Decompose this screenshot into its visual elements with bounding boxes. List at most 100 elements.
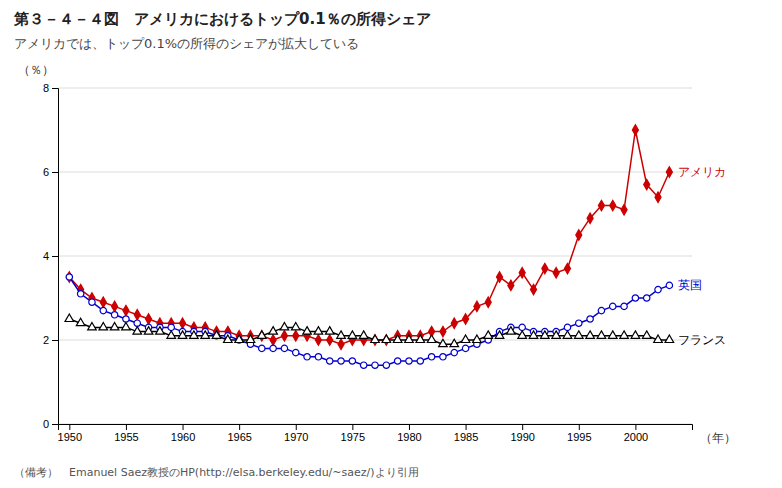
series-point xyxy=(655,192,661,203)
y-tick: 8 xyxy=(43,82,58,94)
series-point xyxy=(167,331,176,338)
x-tick-mark xyxy=(296,424,297,430)
series-point xyxy=(519,324,525,330)
y-tick-mark xyxy=(52,88,58,89)
x-tick-mark xyxy=(69,424,70,430)
series-point xyxy=(123,305,129,316)
series-point xyxy=(280,322,289,329)
series-point xyxy=(644,295,650,301)
series-point xyxy=(156,327,165,334)
series-point xyxy=(632,295,638,301)
x-tick-label: 1975 xyxy=(341,431,365,443)
series-point xyxy=(303,327,312,334)
x-tick-mark xyxy=(579,424,580,430)
series-point xyxy=(348,331,357,338)
series-point xyxy=(337,331,346,338)
series-point xyxy=(144,327,153,334)
series-point xyxy=(246,335,255,342)
series-point xyxy=(621,303,627,309)
y-axis-label: （％） xyxy=(18,63,54,77)
series-labels: アメリカ英国フランス xyxy=(678,165,726,347)
series-point xyxy=(382,335,391,342)
y-tick: 6 xyxy=(43,166,58,178)
x-axis-label: （年） xyxy=(700,431,736,445)
x-tick-mark xyxy=(183,424,184,430)
series-point xyxy=(179,318,185,329)
x-tick: 1980 xyxy=(397,424,421,443)
series-point xyxy=(257,331,266,338)
x-tick: 1985 xyxy=(454,424,478,443)
x-tick-label: 1970 xyxy=(284,431,308,443)
series-point xyxy=(304,354,310,360)
series-point xyxy=(508,280,514,291)
series-point xyxy=(610,303,616,309)
x-tick-label: 1965 xyxy=(227,431,251,443)
x-tick-label: 1980 xyxy=(397,431,421,443)
series-point xyxy=(405,335,414,342)
x-tick: 2000 xyxy=(624,424,648,443)
series-point xyxy=(642,331,651,338)
series-point xyxy=(631,331,640,338)
x-tick: 1975 xyxy=(341,424,365,443)
x-tick: 1995 xyxy=(567,424,591,443)
series-point xyxy=(327,335,333,346)
series-point xyxy=(315,354,321,360)
series-point xyxy=(190,331,199,338)
x-tick-label: 2000 xyxy=(624,431,648,443)
y-tick: 0 xyxy=(43,418,58,430)
series-point xyxy=(77,291,83,297)
y-tick-label: 2 xyxy=(43,334,49,346)
series-point xyxy=(259,345,265,351)
y-tick-label: 8 xyxy=(43,82,49,94)
series-point xyxy=(168,324,174,330)
y-tick: 4 xyxy=(43,250,58,262)
series-point xyxy=(621,205,627,216)
series-point xyxy=(327,358,333,364)
x-tick-label: 1950 xyxy=(58,431,82,443)
x-tick-mark xyxy=(126,424,127,430)
series-point xyxy=(541,331,550,338)
x-tick-mark xyxy=(466,424,467,430)
footnote: （備考） Emanuel Saez教授のHP(http://elsa.berke… xyxy=(14,466,419,479)
series-point xyxy=(201,331,210,338)
y-tick-mark xyxy=(52,256,58,257)
series-point xyxy=(417,358,423,364)
series-point xyxy=(394,358,400,364)
series-point xyxy=(485,297,491,308)
series-point xyxy=(666,167,672,178)
x-tick: 1950 xyxy=(58,424,82,443)
series-point xyxy=(576,230,582,241)
series-point xyxy=(587,213,593,224)
plot: 1950195519601965197019751980198519901995… xyxy=(18,63,736,445)
series-point xyxy=(655,286,661,292)
x-tick: 1970 xyxy=(284,424,308,443)
series-point xyxy=(371,335,380,342)
x-tick-label: 1960 xyxy=(171,431,195,443)
series-point xyxy=(461,335,470,342)
series-point xyxy=(529,331,538,338)
series-point xyxy=(564,263,570,274)
y-tick-label: 6 xyxy=(43,166,49,178)
series-point xyxy=(610,200,616,211)
series-point xyxy=(665,335,674,342)
series-point xyxy=(359,331,368,338)
y-tick-label: 4 xyxy=(43,250,49,262)
series-point xyxy=(507,327,516,334)
series-point xyxy=(65,314,74,321)
series-point xyxy=(325,327,334,334)
series-point xyxy=(178,331,187,338)
series-point xyxy=(270,345,276,351)
series-point xyxy=(654,335,663,342)
x-axis-line xyxy=(59,425,693,431)
y-tick-mark xyxy=(52,424,58,425)
series-point xyxy=(393,335,402,342)
series-point xyxy=(293,349,299,355)
series-point xyxy=(530,284,536,295)
series-point xyxy=(587,316,593,322)
series-point xyxy=(338,358,344,364)
series-point xyxy=(146,314,152,325)
series-point xyxy=(122,322,131,329)
series-point xyxy=(416,335,425,342)
series-point xyxy=(564,324,570,330)
series-line xyxy=(69,277,669,365)
